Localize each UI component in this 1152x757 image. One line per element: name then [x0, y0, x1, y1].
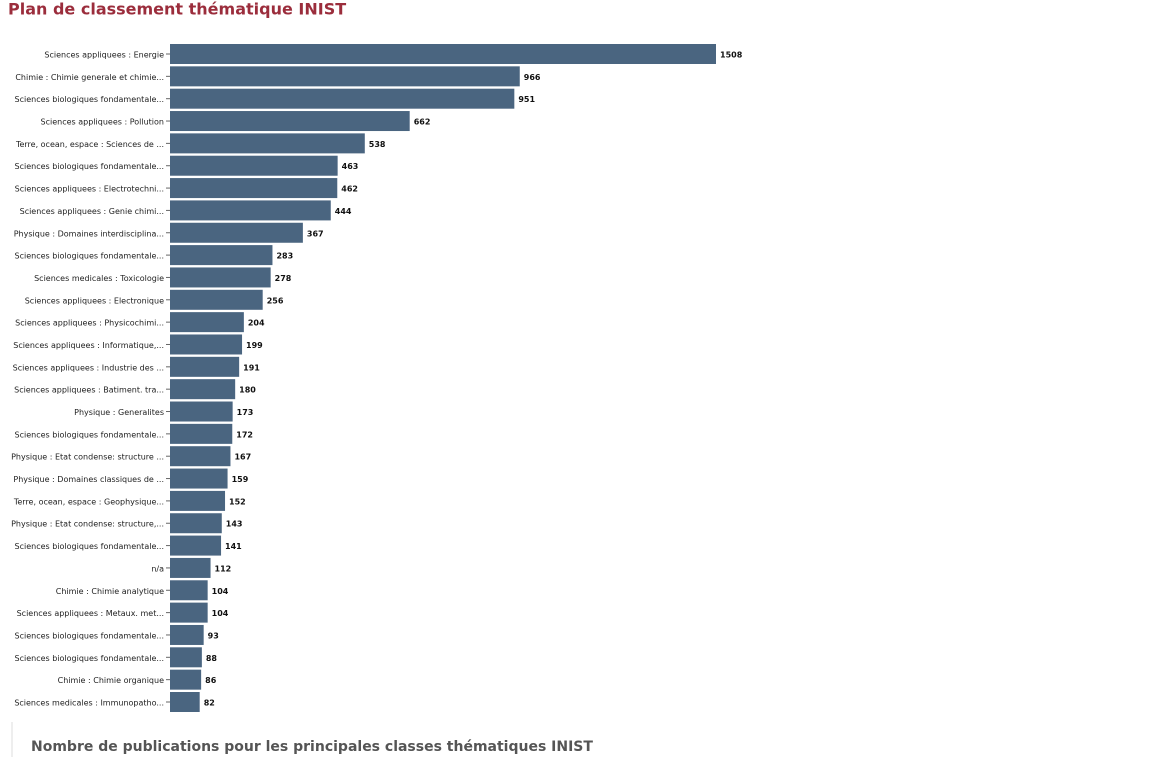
value-label: 444 — [335, 207, 352, 216]
bar — [170, 379, 236, 400]
bar — [170, 513, 222, 534]
value-label: 256 — [267, 296, 284, 305]
bar — [170, 446, 231, 467]
value-label: 538 — [369, 140, 386, 149]
bar — [170, 624, 204, 645]
y-tick-label: Chimie : Chimie analytique — [56, 587, 164, 596]
bar — [170, 468, 228, 489]
y-tick-label: Sciences appliquees : Metaux. met... — [17, 609, 164, 618]
y-tick-label: Sciences appliquees : Genie chimi... — [20, 207, 164, 216]
y-tick-label: n/a — [151, 564, 164, 573]
value-label: 86 — [205, 676, 217, 685]
bar — [170, 535, 222, 556]
y-tick-label: Sciences biologiques fondamentale... — [15, 252, 164, 261]
y-tick-label: Sciences biologiques fondamentale... — [15, 162, 164, 171]
y-tick-label: Sciences biologiques fondamentale... — [15, 95, 164, 104]
bar — [170, 356, 240, 377]
value-label: 141 — [225, 542, 242, 551]
y-tick-label: Chimie : Chimie generale et chimie... — [15, 73, 164, 82]
bar — [170, 111, 410, 132]
value-label: 143 — [226, 520, 243, 529]
value-label: 278 — [275, 274, 292, 283]
value-label: 462 — [341, 185, 358, 194]
value-label: 172 — [236, 430, 253, 439]
bar — [170, 490, 226, 511]
value-label: 112 — [215, 564, 232, 573]
y-tick-label: Sciences biologiques fondamentale... — [15, 654, 164, 663]
bar — [170, 312, 244, 333]
value-label: 191 — [243, 363, 260, 372]
bar — [170, 178, 338, 199]
bar — [170, 289, 263, 310]
bar — [170, 602, 208, 623]
y-tick-label: Sciences appliquees : Industrie des ... — [13, 363, 164, 372]
bar — [170, 557, 211, 578]
y-tick-label: Chimie : Chimie organique — [58, 676, 164, 685]
y-tick-label: Physique : Generalites — [74, 408, 164, 417]
value-label: 966 — [524, 73, 541, 82]
bar — [170, 222, 303, 243]
value-label: 173 — [237, 408, 254, 417]
y-tick-label: Sciences medicales : Immunopatho... — [14, 699, 164, 708]
y-tick-label: Physique : Etat condense: structure ... — [11, 453, 164, 462]
value-label: 662 — [414, 118, 431, 127]
bar — [170, 334, 243, 355]
y-tick-label: Sciences biologiques fondamentale... — [15, 430, 164, 439]
bar — [170, 133, 365, 154]
value-label: 463 — [342, 162, 359, 171]
value-label: 93 — [208, 631, 219, 640]
y-tick-label: Sciences appliquees : Batiment. tra... — [14, 386, 164, 395]
y-tick-label: Terre, ocean, espace : Geophysique... — [13, 497, 164, 506]
y-tick-label: Sciences biologiques fondamentale... — [15, 542, 164, 551]
value-label: 82 — [204, 699, 215, 708]
value-label: 167 — [234, 453, 251, 462]
y-tick-label: Sciences appliquees : Pollution — [41, 118, 164, 127]
bar — [170, 423, 233, 444]
y-tick-label: Physique : Domaines interdisciplina... — [14, 229, 164, 238]
value-label: 180 — [239, 386, 256, 395]
y-tick-label: Physique : Domaines classiques de ... — [13, 475, 164, 484]
y-tick-label: Sciences biologiques fondamentale... — [15, 631, 164, 640]
value-label: 88 — [206, 654, 218, 663]
y-tick-label: Physique : Etat condense: structure,... — [11, 520, 164, 529]
value-label: 104 — [212, 587, 229, 596]
caption: Nombre de publications pour les principa… — [31, 739, 593, 755]
chart-title: Plan de classement thématique INIST — [8, 0, 346, 19]
bar — [170, 88, 515, 109]
bar — [170, 692, 200, 712]
bar — [170, 200, 331, 221]
y-tick-label: Sciences appliquees : Energie — [44, 51, 164, 60]
y-tick-label: Terre, ocean, espace : Sciences de ... — [15, 140, 164, 149]
bar — [170, 267, 271, 288]
value-label: 951 — [518, 95, 535, 104]
value-label: 204 — [248, 319, 265, 328]
value-label: 283 — [276, 252, 293, 261]
y-tick-label: Sciences medicales : Toxicologie — [34, 274, 164, 283]
value-label: 152 — [229, 497, 246, 506]
bar — [170, 245, 273, 266]
y-tick-label: Sciences appliquees : Electronique — [25, 296, 164, 305]
value-label: 367 — [307, 229, 324, 238]
bar — [170, 401, 233, 422]
value-label: 104 — [212, 609, 229, 618]
y-tick-label: Sciences appliquees : Physicochimi... — [15, 319, 164, 328]
bar — [170, 580, 208, 601]
value-label: 1508 — [720, 51, 743, 60]
value-label: 199 — [246, 341, 263, 350]
y-tick-label: Sciences appliquees : Informatique,... — [13, 341, 164, 350]
bar — [170, 669, 202, 690]
value-label: 159 — [232, 475, 249, 484]
bar — [170, 66, 520, 87]
bar — [170, 44, 716, 64]
y-tick-label: Sciences appliquees : Electrotechni... — [15, 185, 164, 194]
bar — [170, 647, 202, 668]
bar — [170, 155, 338, 176]
